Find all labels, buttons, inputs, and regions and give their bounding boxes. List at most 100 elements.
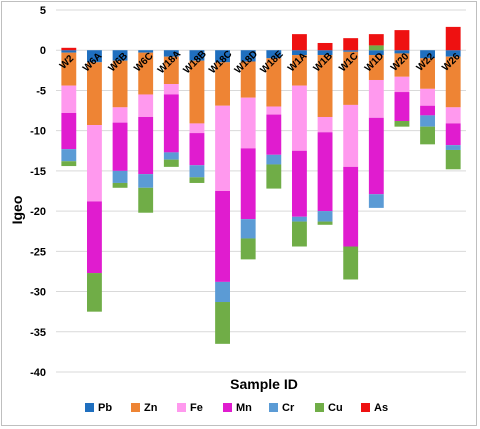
bar-segment-mn	[112, 122, 128, 171]
bar-segment-mn	[368, 117, 384, 195]
bar-segment-as	[394, 30, 410, 51]
legend-label-pb: Pb	[98, 402, 112, 414]
legend-swatch-pb	[85, 403, 94, 412]
bar-segment-cu	[87, 273, 102, 312]
legend-swatch-mn	[223, 403, 232, 412]
bar-segment-fe	[420, 88, 435, 106]
bar-segment-pb	[87, 50, 102, 63]
bar-segment-cr	[61, 149, 77, 162]
bar-segment-cu	[394, 121, 410, 127]
legend-label-zn: Zn	[144, 402, 158, 414]
bar-segment-mn	[317, 132, 333, 212]
bar-segment-pb	[368, 50, 384, 56]
bar-segment-mn	[445, 123, 461, 146]
bar-segment-cr	[292, 216, 307, 222]
bar-segment-mn	[240, 148, 256, 220]
legend-swatch-cr	[269, 403, 278, 412]
bar-segment-cu	[138, 187, 154, 213]
bar-segment-cu	[189, 177, 205, 183]
bar-segment-cu	[445, 149, 461, 170]
legend-swatch-zn	[131, 403, 140, 412]
bar-segment-cu	[112, 182, 128, 188]
y-tick-label: 5	[40, 5, 46, 17]
bar-segment-cr	[420, 115, 435, 127]
bar-segment-cu	[266, 164, 282, 189]
bar-segment-fe	[163, 84, 179, 95]
bar-segment-zn	[292, 55, 307, 86]
legend-label-cu: Cu	[328, 402, 343, 414]
bar-segment-zn	[394, 53, 410, 77]
y-tick-label: -20	[30, 206, 46, 218]
bar-segment-cr	[317, 211, 333, 222]
bar-segment-fe	[317, 116, 333, 133]
bar-segment-pb	[61, 50, 77, 53]
bar-segment-pb	[420, 50, 435, 59]
bar-segment-cr	[215, 281, 230, 303]
bar-segment-pb	[112, 50, 128, 61]
bar-segment-pb	[138, 50, 154, 53]
bar-segment-cu	[343, 246, 359, 280]
bar-segment-mn	[61, 112, 77, 150]
bar-segment-cu	[163, 159, 179, 167]
bar-segment-cu	[368, 45, 384, 51]
bar-segment-as	[445, 26, 461, 51]
bars	[61, 26, 461, 344]
bar-segment-cr	[368, 194, 384, 208]
bar-segment-mn	[189, 133, 205, 166]
bar-segment-as	[317, 42, 333, 51]
bar-segment-cu	[61, 161, 77, 167]
legend-swatch-fe	[177, 403, 186, 412]
bar-segment-cu	[292, 221, 307, 247]
bar-segment-mn	[292, 150, 307, 217]
bar-segment-pb	[343, 50, 359, 52]
bar-segment-zn	[189, 60, 205, 124]
bar-segment-as	[343, 38, 359, 51]
bar-segment-mn	[138, 116, 154, 175]
y-tick-labels: 5 0 -5 -10 -15 -20 -25 -30 -35 -40	[30, 5, 46, 379]
legend-label-mn: Mn	[236, 402, 252, 414]
y-tick-label: -35	[30, 327, 46, 339]
y-tick-label: -30	[30, 287, 46, 299]
bar-segment-pb	[240, 50, 256, 62]
bar-segment-fe	[240, 97, 256, 149]
y-tick-label: 0	[40, 45, 46, 57]
y-tick-label: -40	[30, 367, 46, 379]
bar-segment-pb	[163, 50, 179, 57]
bar-segment-mn	[394, 92, 410, 122]
bar-segment-cu	[317, 221, 333, 225]
bar-segment-pb	[189, 50, 205, 61]
bar-segment-zn	[87, 62, 102, 126]
bar-segment-as	[61, 47, 77, 51]
bar-segment-zn	[163, 56, 179, 85]
bar-segment-fe	[138, 94, 154, 117]
bar-segment-fe	[112, 107, 128, 123]
bar-segment-mn	[420, 105, 435, 116]
bar-segment-cu	[420, 126, 435, 145]
bar-segment-mn	[215, 191, 230, 282]
bar-segment-cr	[163, 152, 179, 160]
bar-segment-zn	[445, 56, 461, 108]
bar-segment-zn	[61, 52, 77, 86]
bar-segment-pb	[317, 50, 333, 56]
bar-segment-pb	[394, 50, 410, 54]
bar-segment-zn	[317, 55, 333, 117]
bar-segment-mn	[343, 166, 359, 247]
bar-segment-pb	[292, 50, 307, 56]
bar-segment-mn	[266, 114, 282, 155]
y-tick-label: -10	[30, 126, 46, 138]
y-axis-title: Igeo	[9, 196, 25, 225]
bar-segment-zn	[215, 62, 230, 106]
bar-segment-fe	[343, 104, 359, 167]
bar-segment-zn	[138, 52, 154, 95]
x-axis-title: Sample ID	[230, 376, 298, 392]
bar-segment-pb	[215, 50, 230, 63]
bar-segment-zn	[240, 61, 256, 98]
legend: Pb Zn Fe Mn Cr Cu As	[85, 402, 388, 414]
bar-segment-fe	[368, 79, 384, 118]
bar-segment-fe	[292, 85, 307, 151]
y-tick-label: -5	[36, 85, 46, 97]
bar-segment-zn	[112, 60, 128, 108]
bar-segment-cr	[266, 154, 282, 165]
legend-label-cr: Cr	[282, 402, 295, 414]
bar-segment-zn	[420, 58, 435, 89]
